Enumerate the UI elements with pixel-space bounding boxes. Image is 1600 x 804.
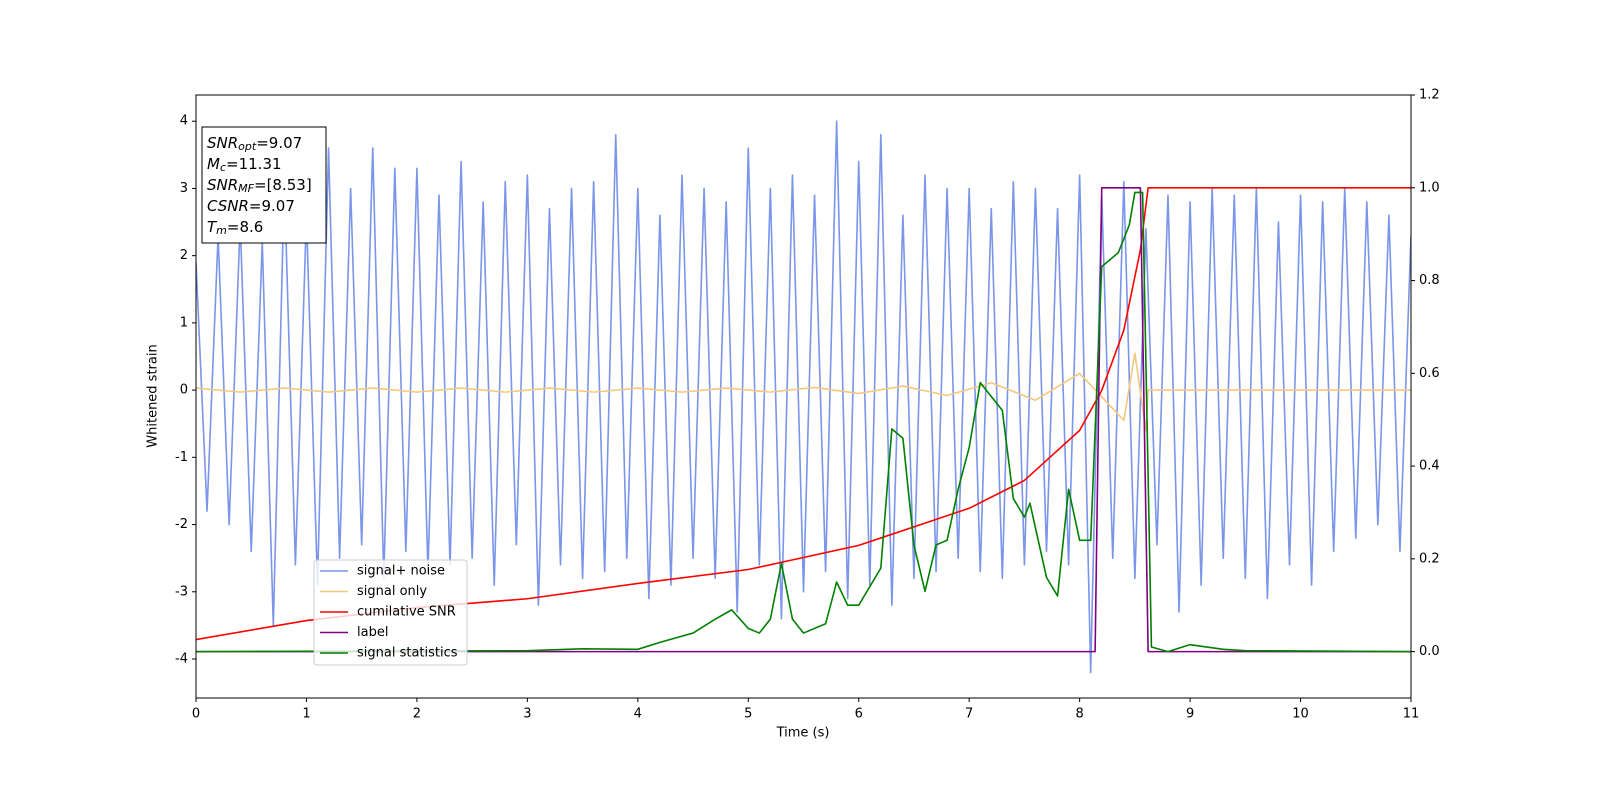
x-tick-label: 0 xyxy=(192,707,200,722)
annotation: Mc=11.31 xyxy=(207,155,282,175)
x-tick-label: 4 xyxy=(634,707,642,722)
x-tick-label: 7 xyxy=(965,707,973,722)
legend-label: signal statistics xyxy=(357,646,458,661)
annotation-symbol: T xyxy=(207,218,218,236)
y-axis-label: Whitened strain xyxy=(146,344,161,447)
annotation: Tm=8.6 xyxy=(207,218,263,238)
x-tick-label: 5 xyxy=(744,707,752,722)
y-tick-label: 1 xyxy=(180,315,188,330)
x-tick-label: 10 xyxy=(1292,707,1309,722)
legend-label: cumilative SNR xyxy=(357,605,456,620)
x-tick-label: 1 xyxy=(302,707,310,722)
annotation-text: =8.6 xyxy=(227,218,263,236)
annotation-symbol: SNR xyxy=(207,134,238,152)
y2-tick-label: 0.4 xyxy=(1419,459,1440,474)
series-line xyxy=(196,191,1411,653)
axes-frame xyxy=(195,94,1412,699)
y-tick-label: -1 xyxy=(175,450,188,465)
y-tick-label: 3 xyxy=(180,181,188,196)
y-tick-label: -2 xyxy=(175,517,188,532)
y2-tick-label: 0.8 xyxy=(1419,273,1440,288)
x-tick-label: 11 xyxy=(1403,707,1420,722)
legend: signal+ noise signal only cumilative SNR la… xyxy=(313,559,468,666)
annotation-symbol: SNR xyxy=(207,176,238,194)
y2-tick-label: 0.2 xyxy=(1419,551,1440,566)
y2-tick-label: 1.2 xyxy=(1419,88,1440,103)
x-axis-label: Time (s) xyxy=(776,726,830,741)
annotation: SNRopt=9.07 xyxy=(207,134,302,154)
annotation-frame xyxy=(201,126,327,244)
y-tick-label: -4 xyxy=(175,652,188,667)
annotation: CSNR=9.07 xyxy=(207,197,295,215)
annotation-subscript: m xyxy=(216,224,227,237)
y-tick-label: 4 xyxy=(180,114,188,129)
x-tick-label: 8 xyxy=(1075,707,1083,722)
x-tick-label: 6 xyxy=(855,707,863,722)
y2-tick-label: 0.0 xyxy=(1419,644,1440,659)
y2-tick-label: 1.0 xyxy=(1419,180,1440,195)
y-tick-label: 0 xyxy=(180,383,188,398)
series-line xyxy=(196,120,1411,674)
legend-label: signal only xyxy=(357,584,427,599)
series-line xyxy=(196,186,1411,653)
y2-tick-label: 0.6 xyxy=(1419,366,1440,381)
legend-label: label xyxy=(357,625,388,640)
annotation-text: =9.07 xyxy=(249,197,295,215)
annotation: SNRMF=[8.53] xyxy=(207,176,312,196)
annotation-symbol: M xyxy=(207,155,220,173)
legend-frame xyxy=(313,559,468,666)
y-tick-label: 2 xyxy=(180,248,188,263)
x-tick-label: 9 xyxy=(1186,707,1194,722)
y-tick-label: -3 xyxy=(175,584,188,599)
annotation-text: =11.31 xyxy=(226,155,282,173)
annotation-box: SNRopt=9.07Mc=11.31SNRMF=[8.53]CSNR=9.07… xyxy=(201,126,327,244)
series-line xyxy=(196,352,1411,432)
x-tick-label: 2 xyxy=(413,707,421,722)
annotation-text: =9.07 xyxy=(256,134,302,152)
annotation-text: =[8.53] xyxy=(254,176,312,194)
x-tick-label: 3 xyxy=(523,707,531,722)
annotation-symbol: CSNR xyxy=(207,197,249,215)
annotation-subscript: opt xyxy=(238,140,257,153)
legend-label: signal+ noise xyxy=(357,564,445,579)
annotation-subscript: MF xyxy=(238,182,254,195)
annotation-subscript: c xyxy=(220,161,226,174)
